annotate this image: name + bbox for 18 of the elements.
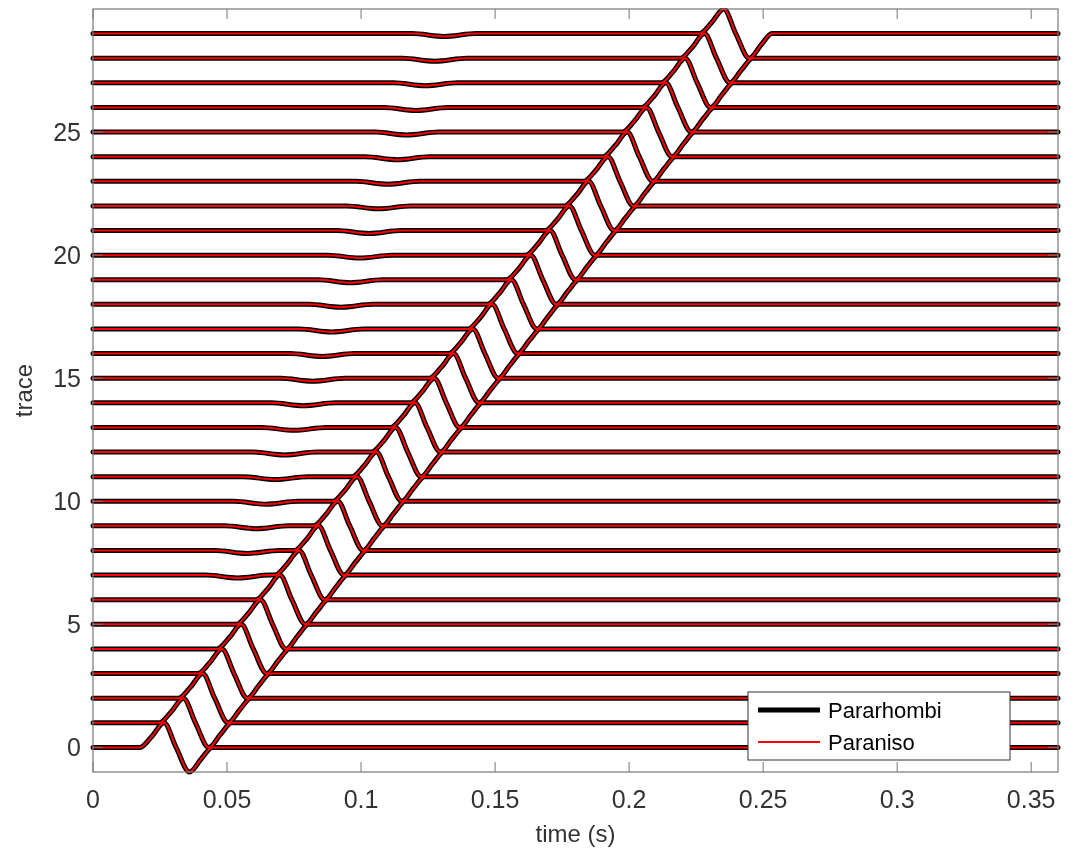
y-tick-label: 20 [53,240,81,269]
y-axis-title: trace [10,363,37,418]
y-tick-label: 25 [53,117,81,146]
x-tick-label: 0.3 [879,785,915,813]
x-tick-label: 0.35 [1006,785,1056,813]
x-axis-title: time (s) [535,820,616,847]
y-tick-label: 15 [53,363,81,392]
x-tick-label: 0.2 [611,785,647,813]
y-tick-label: 0 [67,733,81,762]
y-tick-label: 5 [67,610,81,639]
x-tick-label: 0 [86,785,100,813]
legend-label: Paraniso [828,729,915,755]
x-tick-label: 0.15 [470,785,520,813]
x-tick-label: 0.05 [202,785,252,813]
x-tick-label: 0.25 [738,785,788,813]
x-tick-label: 0.1 [343,785,379,813]
legend-label: Pararhombi [828,697,942,723]
y-tick-label: 10 [53,487,81,516]
